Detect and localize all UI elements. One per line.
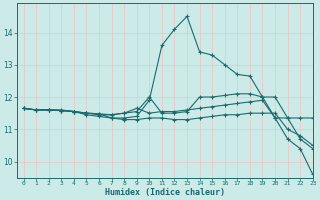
X-axis label: Humidex (Indice chaleur): Humidex (Indice chaleur): [105, 188, 225, 197]
